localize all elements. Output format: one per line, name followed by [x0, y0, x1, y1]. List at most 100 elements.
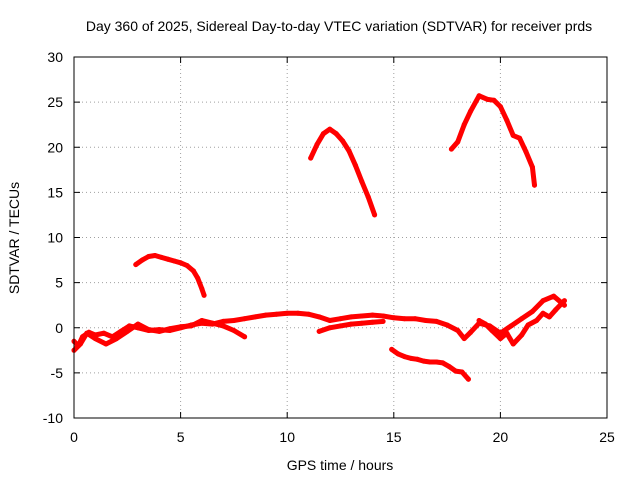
data-point [402, 354, 407, 360]
data-point [504, 117, 510, 123]
data-point [124, 328, 130, 334]
data-point [263, 312, 269, 318]
data-point [92, 336, 98, 342]
data-point [370, 312, 375, 318]
data-point [561, 298, 567, 304]
data-point [178, 324, 184, 330]
data-point [167, 326, 173, 332]
data-point [461, 122, 467, 128]
data-point [540, 298, 546, 304]
data-point [156, 328, 162, 334]
data-point [380, 313, 386, 319]
data-point [338, 323, 343, 329]
data-point [517, 135, 523, 141]
x-tick-labels: 0 5 10 15 20 25 [70, 429, 615, 445]
data-point [540, 310, 546, 316]
data-point [433, 359, 439, 365]
data-point [314, 142, 320, 147]
data-point [359, 179, 365, 184]
data-point [295, 310, 301, 316]
data-point [459, 369, 465, 375]
data-point [372, 212, 378, 218]
series-layer [71, 93, 567, 382]
data-point [201, 292, 207, 298]
data-point [210, 320, 216, 326]
y-tick-label: 20 [47, 139, 63, 155]
data-point [320, 131, 326, 137]
y-tick-label: -10 [43, 410, 63, 426]
data-point [184, 263, 190, 268]
data-point [532, 182, 537, 188]
data-point [316, 314, 322, 320]
data-point [389, 346, 395, 352]
data-point [178, 260, 184, 266]
data-point [308, 155, 314, 161]
y-axis-label: SDTVAR / TECUs [6, 182, 22, 294]
data-point [497, 104, 503, 110]
data-point [534, 318, 540, 323]
data-point [165, 256, 171, 262]
data-point [483, 321, 488, 327]
data-point [284, 310, 290, 316]
y-tick-labels: -10 -5 0 5 10 15 20 25 30 [43, 49, 63, 426]
data-point [199, 318, 205, 323]
data-point [306, 311, 311, 317]
y-tick-label: 5 [55, 275, 63, 291]
y-tick-label: -5 [51, 365, 64, 381]
data-point [551, 293, 557, 299]
data-point [195, 275, 201, 281]
data-point [171, 258, 177, 264]
data-point [338, 316, 343, 322]
data-point [468, 108, 474, 114]
y-tick-label: 0 [55, 320, 63, 336]
data-point [133, 262, 139, 268]
data-point [152, 253, 158, 258]
data-point [519, 332, 525, 338]
data-point [220, 323, 226, 329]
data-point [523, 149, 529, 155]
axis-ticks [73, 56, 608, 419]
data-point [333, 131, 339, 137]
data-point [491, 97, 497, 103]
data-point [316, 328, 322, 334]
data-point [380, 318, 386, 324]
series-baseline-d [476, 298, 567, 347]
data-point [455, 139, 461, 145]
y-tick-label: 30 [47, 49, 63, 65]
data-point [114, 336, 120, 342]
y-tick-label: 15 [47, 184, 63, 200]
data-point [421, 358, 427, 364]
data-point [444, 322, 450, 328]
data-point [199, 286, 205, 292]
data-point [346, 148, 352, 154]
data-point [188, 323, 194, 329]
data-point [231, 318, 237, 323]
plot-frame [73, 56, 608, 419]
data-point [359, 320, 365, 326]
data-point [408, 355, 414, 361]
data-point [252, 314, 258, 320]
x-tick-label: 20 [493, 429, 509, 445]
data-point [440, 360, 446, 366]
data-point [453, 368, 459, 374]
data-point [525, 322, 531, 328]
grid [74, 57, 607, 418]
x-tick-label: 15 [386, 429, 402, 445]
data-point [485, 96, 491, 102]
x-tick-label: 25 [599, 429, 615, 445]
data-point [448, 146, 454, 152]
data-point [103, 341, 109, 347]
series-baseline-a [71, 293, 567, 349]
data-point [476, 93, 482, 99]
y-tick-label: 10 [47, 230, 63, 246]
data-point [468, 329, 474, 335]
data-point [455, 328, 461, 333]
data-point [77, 341, 83, 347]
data-point [348, 321, 354, 327]
data-point [465, 376, 471, 382]
data-point [146, 254, 152, 259]
data-point [519, 316, 525, 322]
data-point [508, 323, 514, 329]
